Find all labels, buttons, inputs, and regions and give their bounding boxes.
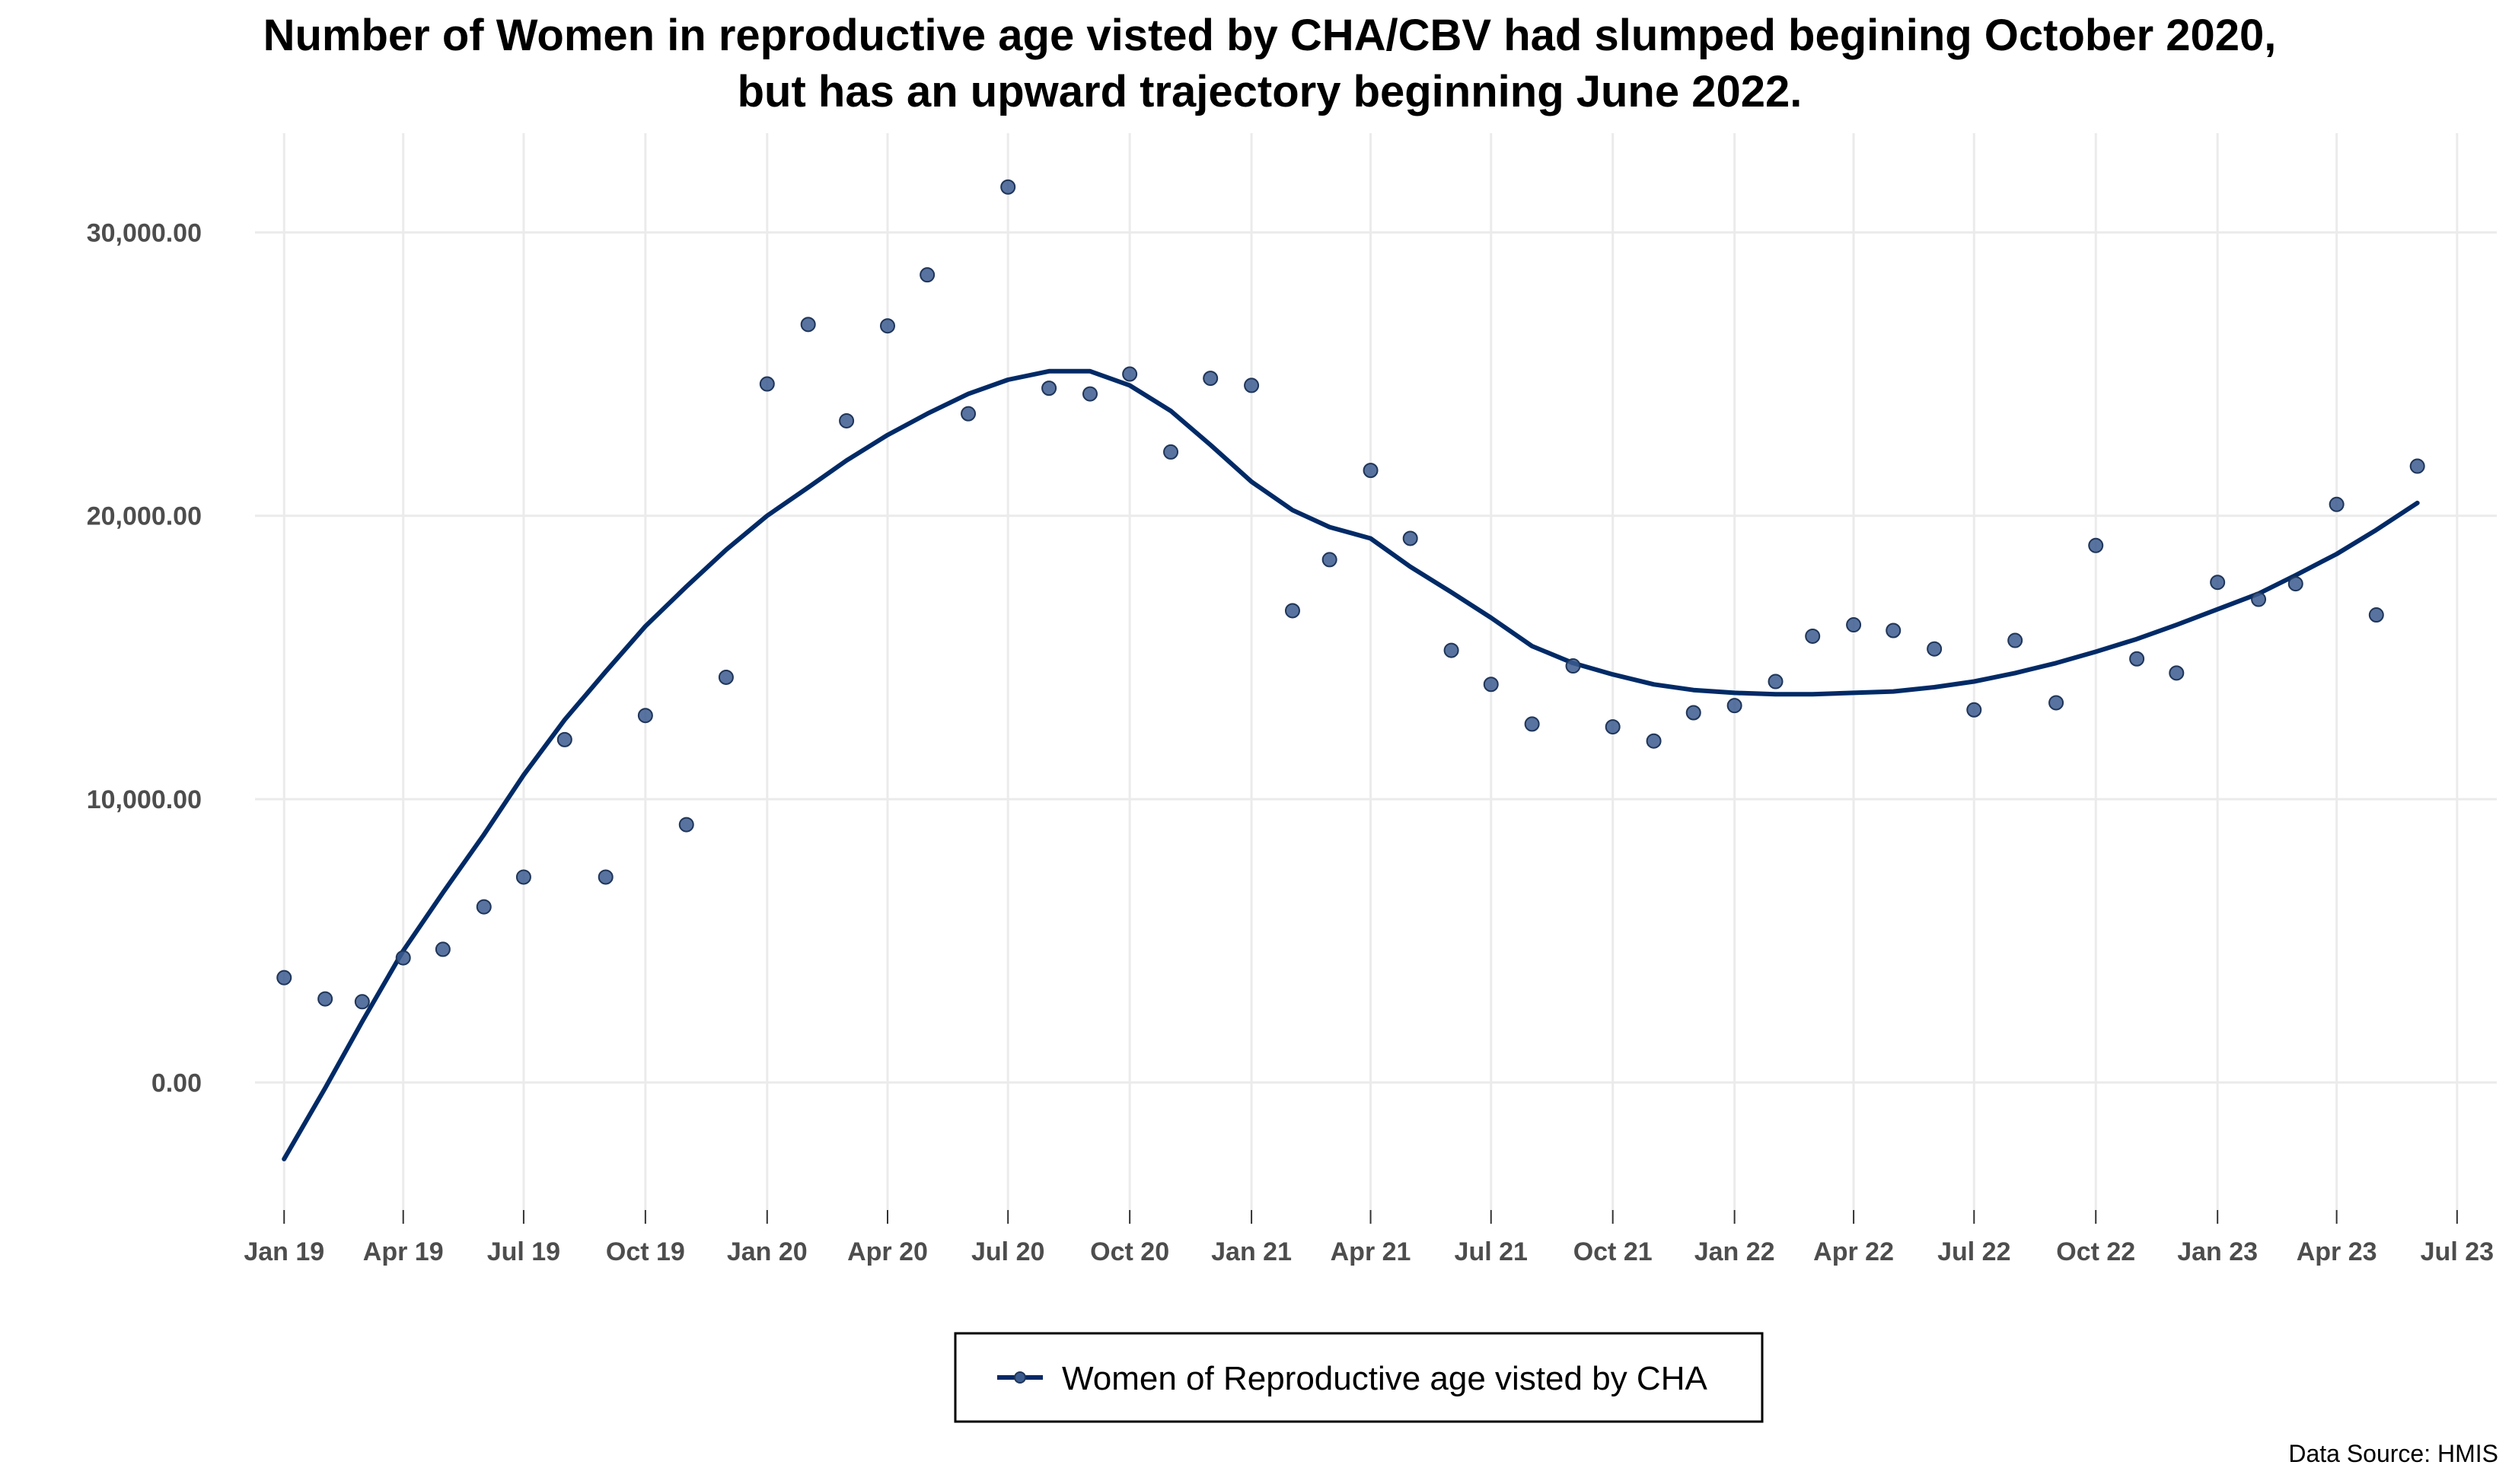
data-point xyxy=(879,318,895,334)
legend-label: Women of Reproductive age visted by CHA xyxy=(1062,1360,1707,1397)
chart-title: Number of Women in reproductive age vist… xyxy=(263,11,2277,116)
data-point xyxy=(1443,642,1459,658)
data-point xyxy=(637,708,653,724)
grid xyxy=(255,133,2497,1210)
legend: Women of Reproductive age visted by CHA xyxy=(954,1332,1764,1423)
data-point xyxy=(1000,179,1016,195)
data-point xyxy=(1163,444,1179,460)
x-tick-label: Jan 20 xyxy=(727,1237,808,1266)
chart-title-line-2: but has an upward trajectory beginning J… xyxy=(738,67,1803,116)
y-axis-tick-labels: 0.00 10,000.00 20,000.00 30,000.00 xyxy=(87,218,202,1097)
data-point xyxy=(839,412,855,428)
x-tick-label: Jul 22 xyxy=(1937,1237,2010,1266)
data-point xyxy=(718,669,734,685)
chart-title-line-1: Number of Women in reproductive age vist… xyxy=(263,11,2277,60)
data-point xyxy=(1726,698,1742,714)
data-point xyxy=(1082,386,1098,402)
data-point xyxy=(678,817,694,833)
data-point xyxy=(1203,371,1219,387)
data-point xyxy=(1646,733,1662,749)
x-tick-label: Apr 20 xyxy=(847,1237,928,1266)
data-point xyxy=(598,869,614,885)
y-tick-label: 0.00 xyxy=(151,1068,202,1097)
data-point xyxy=(2048,695,2064,711)
x-tick-label: Apr 21 xyxy=(1331,1237,1411,1266)
x-tick-label: Oct 22 xyxy=(2056,1237,2135,1266)
data-point xyxy=(920,267,936,283)
y-tick-label: 10,000.00 xyxy=(87,785,202,814)
x-tick-label: Oct 19 xyxy=(606,1237,685,1266)
data-point xyxy=(354,994,370,1010)
legend-point-key xyxy=(1014,1371,1026,1384)
data-point xyxy=(2368,607,2384,623)
data-point xyxy=(2169,665,2185,681)
x-tick-label: Apr 19 xyxy=(363,1237,444,1266)
data-point xyxy=(1321,552,1337,568)
data-point xyxy=(556,731,572,747)
data-point xyxy=(395,950,411,966)
data-point xyxy=(1846,617,1862,633)
data-point xyxy=(1284,603,1300,619)
data-point xyxy=(2129,651,2145,667)
data-point xyxy=(2409,458,2425,474)
data-point xyxy=(2210,575,2226,591)
data-source-note: Data Source: HMIS xyxy=(2288,1440,2498,1467)
data-point xyxy=(1805,628,1821,644)
x-tick-label: Jul 21 xyxy=(1455,1237,1528,1266)
data-point xyxy=(2251,591,2267,607)
data-point xyxy=(435,941,451,957)
data-point xyxy=(1768,674,1784,689)
x-tick-label: Jan 23 xyxy=(2177,1237,2258,1266)
data-point xyxy=(2287,576,2303,592)
data-point xyxy=(1685,705,1701,721)
data-point xyxy=(1122,366,1138,382)
x-axis-tick-labels: Jan 19 Apr 19 Jul 19 Oct 19 Jan 20 Apr 20 Jul … xyxy=(244,1210,2494,1266)
data-point xyxy=(1402,530,1418,546)
data-point xyxy=(759,376,775,392)
data-point xyxy=(276,970,292,986)
data-point xyxy=(1244,377,1260,393)
data-point xyxy=(1605,719,1621,735)
y-tick-label: 20,000.00 xyxy=(87,502,202,531)
x-tick-label: Oct 20 xyxy=(1090,1237,1169,1266)
x-tick-label: Jul 20 xyxy=(971,1237,1044,1266)
legend-box xyxy=(954,1332,1764,1423)
data-point xyxy=(2088,537,2104,553)
data-point xyxy=(1966,702,1982,718)
data-point xyxy=(476,899,492,915)
x-tick-label: Oct 21 xyxy=(1573,1237,1653,1266)
data-point xyxy=(2007,632,2023,648)
data-point xyxy=(1041,381,1057,396)
data-point xyxy=(1565,658,1581,674)
x-tick-label: Apr 23 xyxy=(2297,1237,2377,1266)
x-tick-label: Jul 19 xyxy=(487,1237,560,1266)
x-tick-label: Jan 22 xyxy=(1694,1237,1775,1266)
data-point xyxy=(1363,463,1379,479)
x-tick-label: Jan 19 xyxy=(244,1237,324,1266)
data-point xyxy=(1886,623,1902,639)
data-point xyxy=(317,991,333,1007)
y-tick-label: 30,000.00 xyxy=(87,218,202,247)
data-point xyxy=(2329,496,2345,512)
x-tick-label: Apr 22 xyxy=(1813,1237,1894,1266)
trend-line xyxy=(282,368,2420,1161)
data-point xyxy=(961,406,977,422)
data-points xyxy=(276,179,2425,1010)
data-point xyxy=(800,317,816,333)
data-point xyxy=(1483,677,1499,693)
x-tick-label: Jul 23 xyxy=(2421,1237,2494,1266)
data-point xyxy=(515,869,531,885)
data-point xyxy=(1927,641,1943,657)
data-point xyxy=(1524,716,1540,732)
trend-line-layer xyxy=(282,368,2420,1161)
x-tick-label: Jan 21 xyxy=(1211,1237,1292,1266)
